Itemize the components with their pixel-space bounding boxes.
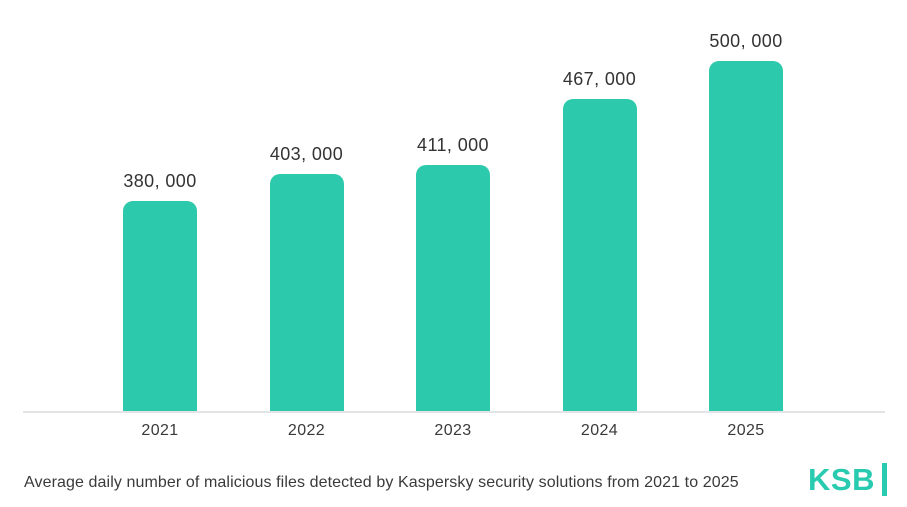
bar-group-2025: 500, 000 2025: [709, 0, 783, 439]
bar-group-2023: 411, 000 2023: [416, 0, 490, 439]
x-axis-tick-label: 2023: [434, 422, 472, 439]
bar-value-label: 411, 000: [417, 135, 489, 155]
bar-2021: [123, 201, 197, 411]
bar-2024: [562, 99, 637, 411]
chart-caption: Average daily number of malicious files …: [24, 474, 739, 491]
bar-2025: [709, 61, 783, 411]
ksb-logo-vertical-bar: [882, 463, 887, 496]
ksb-logo-text: KSB: [808, 462, 875, 497]
bar-value-label: 403, 000: [269, 144, 344, 164]
x-axis-baseline: [23, 411, 885, 413]
bar-2023: [416, 165, 490, 411]
bar-value-label: 467, 000: [562, 69, 637, 89]
x-axis-tick-label: 2021: [141, 422, 179, 439]
ksb-logo: KSB: [808, 463, 887, 496]
bar-group-2021: 380, 000 2021: [123, 0, 197, 439]
bar-2022: [269, 174, 344, 411]
x-axis-tick-label: 2022: [287, 422, 326, 439]
bar-group-2024: 467, 000 2024: [562, 0, 637, 439]
bar-chart-plot-area: 380, 000 2021 403, 000 2022 411, 000 2023 467,…: [123, 0, 783, 439]
x-axis-tick-label: 2024: [580, 422, 619, 439]
bar-value-label: 380, 000: [123, 171, 197, 191]
bar-value-label: 500, 000: [709, 31, 783, 51]
bar-group-2022: 403, 000 2022: [269, 0, 344, 439]
x-axis-tick-label: 2025: [727, 422, 765, 439]
